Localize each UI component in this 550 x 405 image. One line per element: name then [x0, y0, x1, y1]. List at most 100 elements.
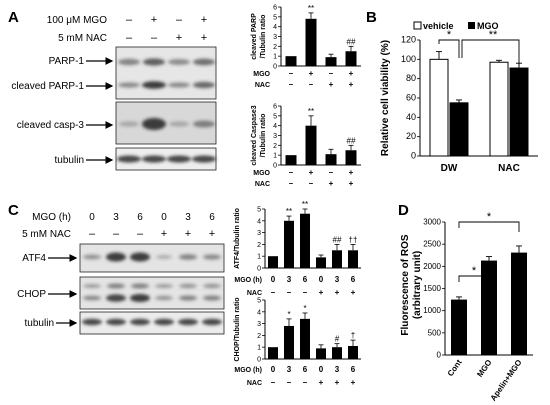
A_parp-row0-sign-3: +: [349, 69, 354, 78]
sign-c-mgo-5: 3: [185, 212, 191, 223]
C_atf4-bar-2: [300, 213, 310, 268]
panel-letter-c: C: [8, 202, 19, 219]
C_atf4-row0-sign-2: 6: [303, 275, 308, 284]
blot-label-cleaved-parp1: cleaved PARP-1: [11, 81, 84, 92]
B-bar-MGO-1: [509, 67, 529, 157]
C_chop-row1-sign-2: –: [303, 378, 308, 387]
sign-a-mgo-3: –: [176, 14, 183, 26]
C_chop-ytick-label-3: 3: [257, 321, 261, 328]
A_parp-row1-sign-1: –: [309, 80, 314, 89]
C_atf4-row1-sign-0: –: [271, 288, 276, 297]
panel-letter-b: B: [366, 9, 377, 26]
A_parp-ytick-label-0: 0: [273, 64, 277, 71]
B-ytick-label-1: 20: [406, 131, 416, 141]
A_parp-row1-sign-3: +: [349, 80, 354, 89]
sign-a-nac-2: –: [151, 32, 158, 44]
C_atf4-row-label-1: NAC: [247, 290, 262, 297]
B-ytick-label-6: 120: [401, 35, 416, 45]
C_chop-row0-sign-3: 0: [319, 365, 324, 374]
A_casp-row-label-0: MGO: [253, 170, 270, 177]
B-ytick-label-3: 60: [406, 93, 416, 103]
sign-c-mgo-6: 6: [209, 212, 215, 223]
sign-c-mgo-4: 0: [161, 212, 167, 223]
B-bracket-2: [461, 39, 520, 66]
C_atf4-row0-sign-4: 3: [335, 275, 340, 284]
C_atf4-bar-0: [268, 256, 278, 268]
treatment-label-nac: 5 mM NAC: [58, 33, 107, 44]
C_atf4-row0-sign-0: 0: [271, 275, 276, 284]
A_casp-row0-sign-3: +: [349, 168, 354, 177]
sign-a-nac-4: +: [201, 32, 207, 44]
B-category-1: NAC: [498, 163, 520, 174]
A_casp-ytick-label-0: 0: [273, 163, 277, 170]
D-annotation-1: *: [487, 211, 492, 223]
D-annotation-0: *: [472, 265, 477, 277]
C_atf4-bar-4: [332, 250, 342, 268]
panel-letter-d: D: [398, 202, 409, 219]
C_chop-row1-sign-5: +: [351, 378, 356, 387]
B-ylabel: Relative cell viability (%): [380, 40, 391, 156]
A_parp-row1-sign-0: –: [289, 80, 294, 89]
sign-c-nac-6: +: [209, 228, 215, 240]
blot-c-chop: [79, 276, 225, 310]
A_parp-bar-1: [305, 18, 317, 66]
A_parp-ytick-label-1: 1: [273, 54, 277, 61]
A_parp-ytick-label-4: 4: [273, 24, 277, 31]
C_atf4-row-label-0: MGO (h): [234, 277, 262, 284]
D-bracket-1: [458, 275, 490, 282]
C_atf4-annotation-1: **: [286, 207, 292, 216]
A_casp-row0-sign-2: –: [329, 168, 334, 177]
B-ytick-label-0: 0: [411, 151, 416, 161]
B-annotation-1: **: [489, 29, 498, 41]
A_casp-row1-sign-1: –: [309, 179, 314, 188]
C_chop-bar-5: [348, 346, 358, 359]
A_casp-ytick-label-5: 5: [273, 113, 277, 120]
C_chop-row1-sign-0: –: [271, 378, 276, 387]
D-ytick-label-0: 0: [437, 351, 442, 360]
panel-c-blots: ATF4 CHOP tubulin: [17, 243, 225, 335]
C_chop-bar-4: [332, 347, 342, 359]
B-legend-label-mgo: MGO: [477, 21, 499, 31]
C_chop-ytick-label-5: 5: [257, 298, 261, 305]
B-bar-vehicle-1: [489, 61, 509, 157]
D-bar-2: [511, 252, 527, 355]
chart-ros: 0 500 1000 1500 2000 2500 3000 Cont MGOApelin+MG…: [400, 211, 533, 403]
sign-c-nac-1: –: [89, 228, 96, 240]
C_chop-annotation-4: #: [335, 335, 340, 344]
C_chop-row1-sign-4: +: [335, 378, 340, 387]
chart-atf4: 0 1 2 3 4 5 0 – ** 3 – ** 6 – 0 + ## 3 + †† 6 + MGO (h) NAC ATF4…: [234, 200, 361, 297]
A_casp-row1-sign-0: –: [289, 179, 294, 188]
C_atf4-annotation-5: ††: [349, 235, 358, 244]
A_casp-annotation-1: **: [308, 107, 314, 116]
blot-c-tubulin: [79, 311, 225, 335]
C_chop-bar-1: [284, 325, 294, 359]
sign-c-nac-2: –: [113, 228, 120, 240]
A_parp-ytick-label-6: 6: [273, 5, 277, 12]
D-ytick-label-4: 2000: [423, 262, 441, 271]
C_atf4-row1-sign-5: +: [351, 288, 356, 297]
C_chop-annotation-1: *: [287, 310, 290, 319]
C_atf4-ytick-label-4: 4: [257, 218, 261, 225]
C_atf4-annotation-2: **: [302, 200, 308, 209]
sign-a-nac-3: +: [176, 32, 182, 44]
A_casp-ytick-label-2: 2: [273, 143, 277, 150]
D-category-1: MGO: [475, 358, 493, 379]
chart-chop: 0 1 2 3 4 5 0 – * 3 – * 6 – 0 + #3 + † 6 + MGO (h) NAC CHOP/Tub…: [234, 297, 361, 387]
B-ytick-label-4: 80: [406, 73, 416, 83]
sign-a-mgo-1: –: [126, 14, 133, 26]
B-annotation-0: *: [447, 29, 452, 41]
B-category-0: DW: [441, 163, 458, 174]
D-ytick-label-5: 2500: [423, 240, 441, 249]
blot-label-cleaved-casp3: cleaved casp-3: [17, 120, 85, 131]
C_atf4-ytick-label-0: 0: [257, 266, 261, 273]
A_parp-ylabel-line1: cleaved PARP: [251, 13, 258, 60]
A_parp-row0-sign-0: –: [289, 69, 294, 78]
sign-a-mgo-2: +: [151, 14, 157, 26]
panel-a-blots: PARP-1 cleaved PARP-1 cleaved casp-3 tub…: [11, 46, 217, 171]
C_chop-bar-3: [316, 348, 326, 359]
C_atf4-bar-5: [348, 250, 358, 268]
C_chop-ytick-label-4: 4: [257, 309, 261, 316]
A_casp-ytick-label-4: 4: [273, 123, 277, 130]
A_casp-bar-3: [345, 150, 357, 165]
